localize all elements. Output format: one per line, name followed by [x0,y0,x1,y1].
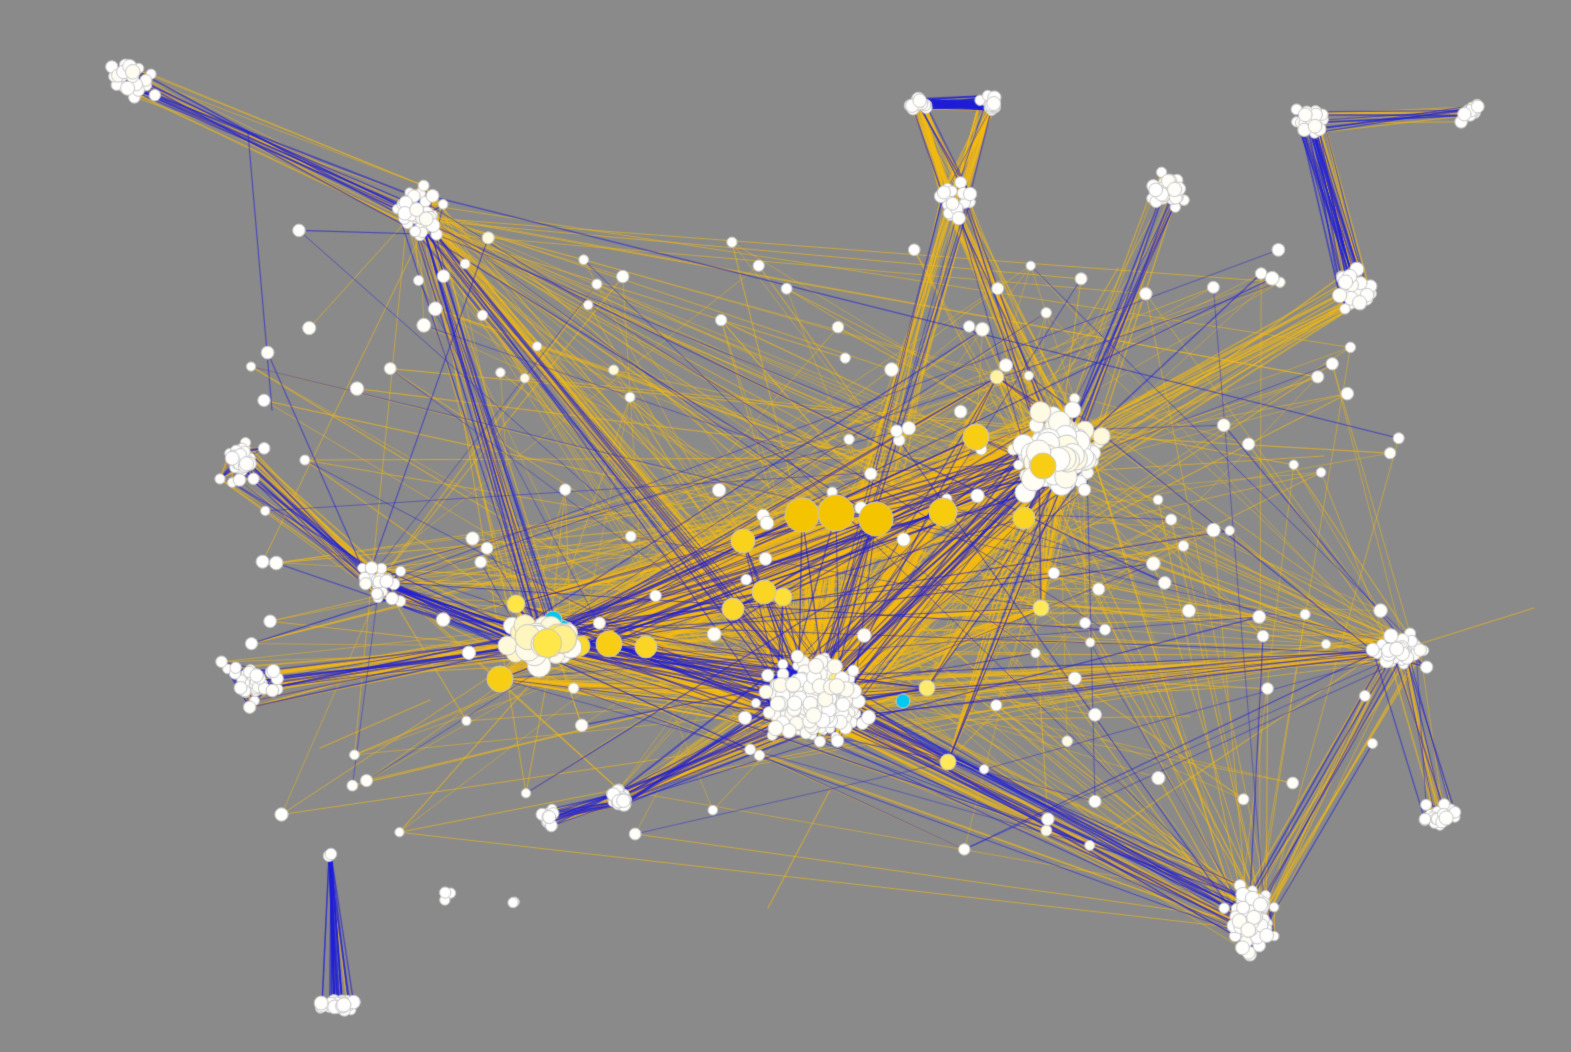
network-graph-visualization[interactable] [0,0,1571,1052]
graph-canvas[interactable] [0,0,1571,1052]
